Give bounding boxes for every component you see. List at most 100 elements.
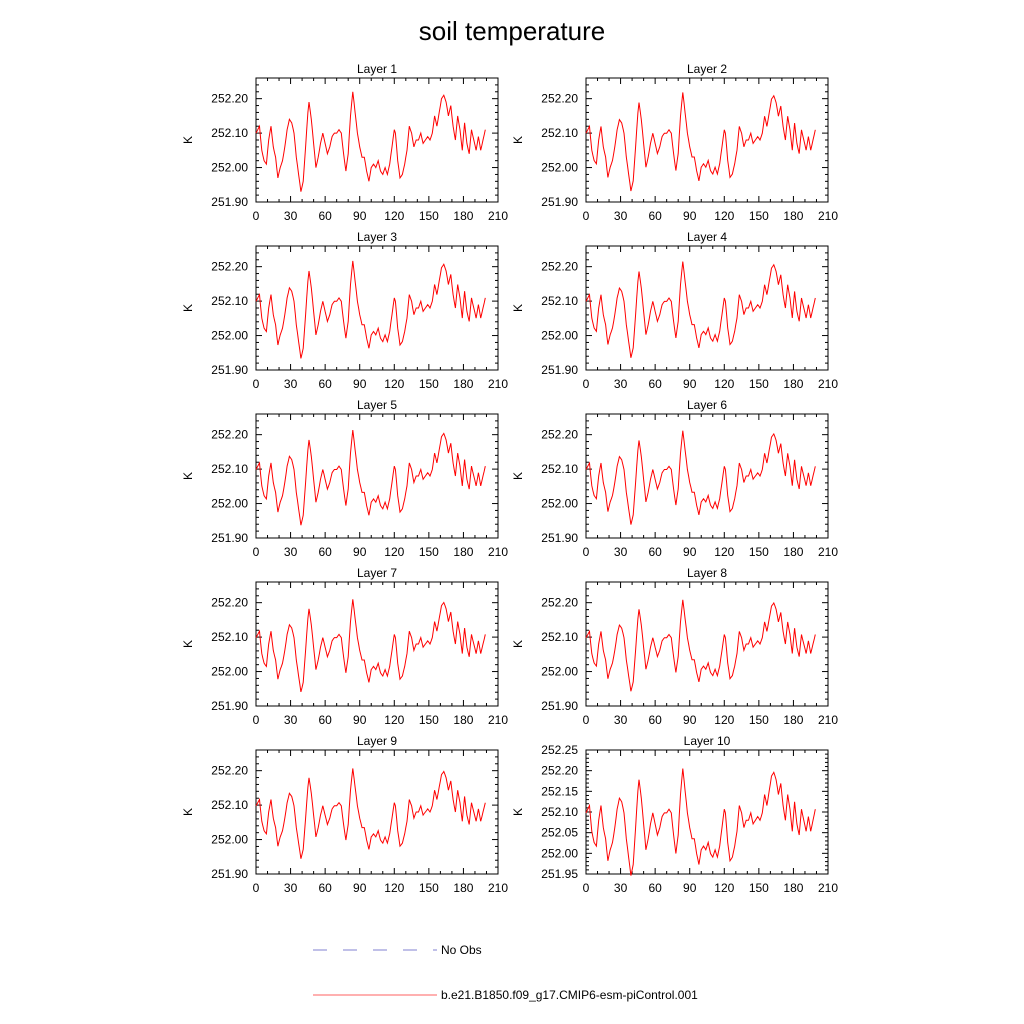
y-tick-label: 252.15	[541, 784, 578, 798]
panel-title: Layer 9	[357, 734, 397, 748]
y-tick-label: 252.00	[211, 833, 248, 847]
x-tick-label: 210	[818, 881, 838, 895]
x-tick-label: 180	[453, 713, 473, 727]
series-line-layer-8	[585, 599, 816, 692]
y-tick-label: 252.10	[211, 798, 248, 812]
x-tick-label: 210	[488, 377, 508, 391]
series-line-layer-6	[585, 430, 816, 525]
y-tick-label: 252.20	[211, 764, 248, 778]
panel-title: Layer 6	[687, 398, 727, 412]
y-tick-label: 251.90	[211, 699, 248, 713]
x-tick-label: 210	[488, 713, 508, 727]
x-tick-label: 90	[683, 377, 697, 391]
panel-layer-10: Layer 10 K 0 30 60 90 120 150 180 210 251.95 252.00…	[511, 734, 838, 895]
y-tick-label: 252.20	[541, 92, 578, 106]
y-tick-label: 252.00	[211, 665, 248, 679]
x-tick-label: 60	[318, 377, 332, 391]
x-tick-label: 30	[284, 545, 298, 559]
y-tick-label: 252.00	[211, 161, 248, 175]
panel-title: Layer 4	[687, 230, 727, 244]
y-tick-label: 252.20	[541, 428, 578, 442]
series-line-layer-9	[255, 768, 486, 859]
x-tick-label: 30	[614, 545, 628, 559]
x-tick-label: 180	[453, 377, 473, 391]
x-tick-label: 60	[318, 713, 332, 727]
y-tick-label: 252.00	[211, 329, 248, 343]
y-tick-label: 251.90	[211, 363, 248, 377]
x-tick-label: 180	[453, 545, 473, 559]
panel-layer-2: Layer 2 K 0 30 60 90 120 150 180 210 251.90 252.00 2…	[511, 62, 838, 223]
x-tick-label: 120	[714, 881, 734, 895]
panel-layer-9: Layer 9 K 0 30 60 90 120 150 180 210 251.90 252.00 2…	[181, 734, 508, 895]
x-tick-label: 60	[648, 209, 662, 223]
x-tick-label: 90	[353, 377, 367, 391]
x-tick-label: 210	[488, 545, 508, 559]
y-axis-label: K	[181, 136, 195, 144]
x-tick-label: 120	[384, 377, 404, 391]
y-axis-label: K	[181, 304, 195, 312]
x-tick-label: 0	[253, 881, 260, 895]
x-tick-label: 120	[714, 713, 734, 727]
x-tick-label: 210	[818, 545, 838, 559]
series-line-layer-4	[585, 261, 816, 358]
y-tick-label: 252.20	[211, 428, 248, 442]
x-tick-label: 180	[783, 545, 803, 559]
y-tick-label: 252.20	[211, 596, 248, 610]
figure-title: soil temperature	[419, 16, 605, 46]
x-tick-label: 150	[749, 713, 769, 727]
series-line-layer-2	[585, 92, 816, 192]
y-tick-label: 252.00	[541, 161, 578, 175]
panel-layer-8: Layer 8 K 0 30 60 90 120 150 180 210 251.90 252.00 2…	[511, 566, 838, 727]
x-tick-label: 180	[453, 881, 473, 895]
x-tick-label: 150	[749, 881, 769, 895]
x-tick-label: 60	[318, 545, 332, 559]
x-tick-label: 30	[614, 209, 628, 223]
series-line-layer-5	[255, 430, 486, 526]
plot-frame	[585, 581, 829, 707]
x-tick-label: 30	[284, 713, 298, 727]
x-tick-label: 120	[714, 209, 734, 223]
x-tick-label: 180	[783, 377, 803, 391]
x-tick-label: 150	[419, 209, 439, 223]
legend: No Obs b.e21.B1850.f09_g17.CMIP6-esm-piC…	[313, 943, 698, 1002]
panel-title: Layer 10	[684, 734, 731, 748]
y-axis-label: K	[511, 808, 525, 816]
x-tick-label: 180	[453, 209, 473, 223]
series-line-layer-7	[255, 599, 486, 693]
panel-title: Layer 3	[357, 230, 397, 244]
legend-label-model: b.e21.B1850.f09_g17.CMIP6-esm-piControl.…	[441, 988, 698, 1002]
y-axis-label: K	[511, 136, 525, 144]
y-tick-label: 252.10	[541, 294, 578, 308]
panel-title: Layer 7	[357, 566, 397, 580]
y-axis-label: K	[181, 640, 195, 648]
y-tick-label: 251.90	[211, 195, 248, 209]
y-tick-label: 252.10	[211, 294, 248, 308]
x-tick-label: 90	[353, 209, 367, 223]
x-tick-label: 90	[353, 881, 367, 895]
x-tick-label: 60	[648, 377, 662, 391]
x-tick-label: 30	[614, 713, 628, 727]
x-tick-label: 30	[284, 377, 298, 391]
panel-title: Layer 1	[357, 62, 397, 76]
y-tick-label: 251.95	[541, 867, 578, 881]
x-tick-label: 150	[419, 545, 439, 559]
y-tick-label: 252.10	[211, 462, 248, 476]
x-tick-label: 90	[683, 881, 697, 895]
plot-frame	[255, 245, 499, 371]
panel-layer-7: Layer 7 K 0 30 60 90 120 150 180 210 251.90 252.00 2…	[181, 566, 508, 727]
x-tick-label: 90	[683, 209, 697, 223]
panels-container: Layer 1 K 0 30 60 90 120 150 180 210 251.90 252.00 2…	[181, 62, 838, 895]
x-tick-label: 210	[818, 377, 838, 391]
x-tick-label: 150	[419, 377, 439, 391]
x-tick-label: 150	[749, 209, 769, 223]
x-tick-label: 90	[683, 545, 697, 559]
y-tick-label: 252.00	[541, 329, 578, 343]
x-tick-label: 180	[783, 713, 803, 727]
x-tick-label: 0	[583, 881, 590, 895]
legend-label-no-obs: No Obs	[441, 943, 482, 957]
x-tick-label: 120	[384, 881, 404, 895]
x-tick-label: 210	[818, 209, 838, 223]
panel-layer-1: Layer 1 K 0 30 60 90 120 150 180 210 251.90 252.00 2…	[181, 62, 508, 223]
y-axis-label: K	[511, 640, 525, 648]
